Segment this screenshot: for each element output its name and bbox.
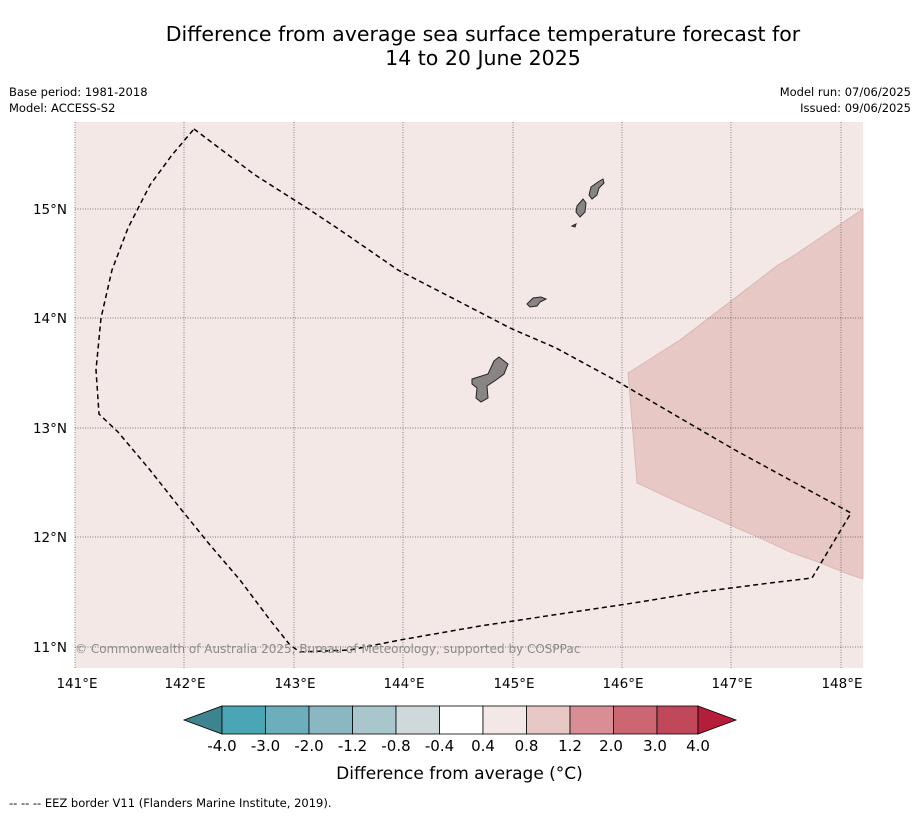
eez-footnote: -- -- -- EEZ border V11 (Flanders Marine…	[9, 796, 332, 810]
lat-label-14: 14°N	[33, 311, 67, 327]
colorbar-label: 2.0	[599, 737, 623, 755]
colorbar-title: Difference from average (°C)	[336, 764, 583, 784]
colorbar-bin-5	[395, 705, 440, 735]
colorbar-bin-11	[656, 705, 699, 735]
lon-label-148: 148°E	[821, 676, 862, 692]
island-guam	[471, 356, 509, 403]
lon-label-142: 142°E	[164, 676, 205, 692]
colorbar-label: 3.0	[643, 737, 667, 755]
lon-label-143: 143°E	[274, 676, 315, 692]
colorbar-label: -0.4	[425, 737, 454, 755]
colorbar-bin-3	[308, 705, 353, 735]
colorbar-label: -1.2	[338, 737, 367, 755]
lat-label-12: 12°N	[33, 530, 67, 546]
lon-label-147: 147°E	[711, 676, 752, 692]
colorbar-bin-7	[482, 705, 527, 735]
issued-date: Issued: 09/06/2025	[800, 101, 911, 115]
colorbar-max-arrow	[697, 705, 738, 735]
island-tinian	[575, 198, 587, 218]
colorbar-label: 4.0	[686, 737, 710, 755]
island-rota	[526, 296, 548, 308]
model-run: Model run: 07/06/2025	[779, 85, 911, 99]
lon-label-141: 141°E	[56, 676, 97, 692]
colorbar	[182, 705, 738, 735]
colorbar-label: -2.0	[294, 737, 323, 755]
warm-anomaly-region	[627, 208, 864, 580]
colorbar-bin-2	[265, 705, 310, 735]
eez-border	[95, 127, 853, 653]
copyright-notice: © Commonwealth of Australia 2025, Bureau…	[75, 642, 580, 656]
model-name: Model: ACCESS-S2	[9, 101, 116, 115]
lon-label-146: 146°E	[602, 676, 643, 692]
base-period: Base period: 1981-2018	[9, 85, 148, 99]
colorbar-bin-1	[221, 705, 266, 735]
title-line-1: Difference from average sea surface temp…	[165, 22, 801, 46]
meta-right: Model run: 07/06/2025 Issued: 09/06/2025	[780, 84, 911, 116]
colorbar-bin-10	[613, 705, 658, 735]
colorbar-label: 0.8	[515, 737, 539, 755]
colorbar-min-arrow	[182, 705, 223, 735]
chart-title: Difference from average sea surface temp…	[0, 22, 919, 70]
colorbar-label: 0.4	[471, 737, 495, 755]
lon-label-145: 145°E	[493, 676, 534, 692]
meta-left: Base period: 1981-2018 Model: ACCESS-S2	[9, 84, 148, 116]
colorbar-label: -0.8	[381, 737, 410, 755]
lat-label-13: 13°N	[33, 421, 67, 437]
colorbar-label: -3.0	[251, 737, 280, 755]
colorbar-bin-9	[569, 705, 614, 735]
colorbar-label: 1.2	[558, 737, 582, 755]
lon-label-144: 144°E	[383, 676, 424, 692]
lat-label-11: 11°N	[33, 640, 67, 656]
island-saipan	[588, 178, 605, 200]
colorbar-bin-8	[526, 705, 571, 735]
island-aguijan	[570, 223, 577, 228]
lat-label-15: 15°N	[33, 202, 67, 218]
colorbar-bin-4	[352, 705, 397, 735]
title-line-2: 14 to 20 June 2025	[385, 46, 581, 70]
land-masses	[471, 178, 605, 403]
graticule	[74, 122, 863, 668]
colorbar-bin-6	[439, 705, 484, 735]
colorbar-label: -4.0	[207, 737, 236, 755]
